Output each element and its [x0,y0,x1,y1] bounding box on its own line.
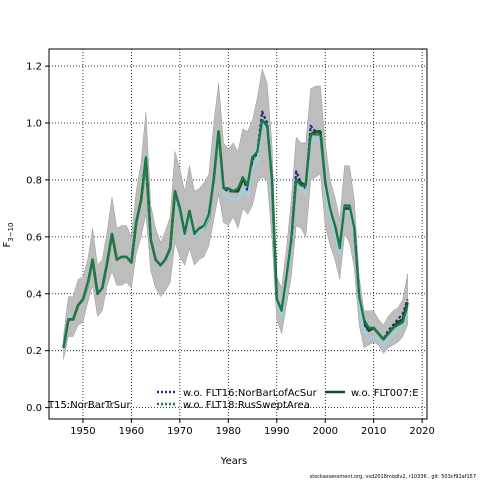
y-tick-label: 1.2 [26,62,42,73]
x-tick-label: 1990 [264,426,289,437]
series-lines [62,110,409,349]
x-tick-label: 1950 [70,426,95,437]
legend: T15:NorBarTrSur w.o. FLT16:NorBarLofAcSur… [47,388,419,411]
x-tick-label: 2010 [361,426,386,437]
y-axis-title-main: F [2,242,13,248]
x-tick-label: 2020 [409,426,434,437]
y-tick-label: 0.8 [26,175,42,186]
series-line [62,119,409,348]
y-tick-label: 0.0 [26,403,42,414]
legend-label: T15:NorBarTrSur [47,400,131,411]
x-tick-label: 1970 [167,426,192,437]
x-tick-label: 1980 [216,426,241,437]
legend-label: w.o. FLT16:NorBarLofAcSur [183,388,318,399]
y-tick-label: 1.0 [26,119,42,130]
legend-label: w.o. FLT007:E [351,388,419,399]
plot-frame [48,48,428,420]
y-tick-label: 0.4 [26,289,42,300]
y-tick-label: 0.2 [26,346,42,357]
plot-area [48,48,428,420]
axes: 1950 1960 1970 1980 1990 2000 2010 2020 0.0 0.2 0.… [26,62,435,437]
y-axis-title: F3−10 [2,223,15,248]
x-tick-label: 2000 [313,426,338,437]
x-axis-title: Years [220,456,247,467]
plot-background [49,49,427,419]
legend-label: w.o. FLT18:RusSweptArea [183,400,310,411]
footer-note: stockassessment.org, vsd2018modiv2, r103… [310,474,476,480]
y-tick-label: 0.6 [26,232,42,243]
y-axis-title-subscript: 3−10 [7,223,15,242]
x-tick-label: 1960 [119,426,144,437]
